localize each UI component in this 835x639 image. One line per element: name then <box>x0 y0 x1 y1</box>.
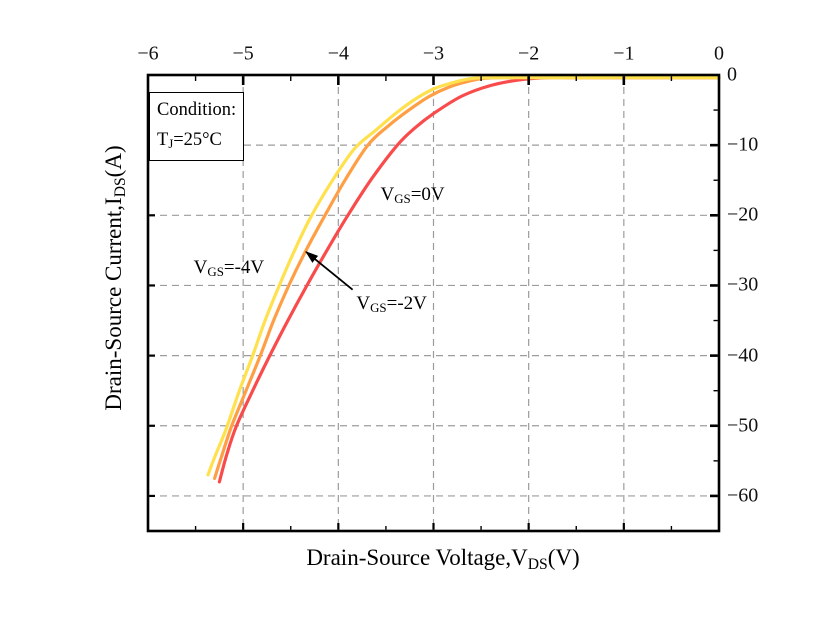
curve-vgs-0V <box>217 75 721 484</box>
x-axis-title-text: Drain-Source Voltage,V <box>306 545 528 570</box>
y-tick-label: −30 <box>727 273 759 296</box>
y-axis-title-subscript: DS <box>111 177 129 198</box>
condition-value: TJ=25°C <box>157 129 222 151</box>
condition-title: Condition: <box>157 100 237 120</box>
curve-label-vgs-minus4v: VGS=-4V <box>193 256 265 280</box>
y-axis-title-unit: (A) <box>101 145 126 178</box>
x-axis-title: Drain-Source Voltage,VDS(V) <box>306 545 580 573</box>
plot-border <box>146 73 721 533</box>
annotation-arrow <box>305 251 354 291</box>
y-tick-label: 0 <box>727 63 737 86</box>
x-tick-label: −6 <box>137 42 159 65</box>
y-axis-title: Drain-Source Current,IDS(A) <box>101 145 129 411</box>
curve-label-vgs-0v: VGS=0V <box>380 183 445 207</box>
x-tick-label: −3 <box>422 42 445 65</box>
y-tick-label: −20 <box>727 203 759 226</box>
x-tick-label: 0 <box>714 42 724 65</box>
x-tick-label: −4 <box>327 42 349 65</box>
x-tick-label: −2 <box>518 42 540 65</box>
y-tick-label: −10 <box>727 133 759 156</box>
y-tick-label: −60 <box>727 484 759 507</box>
x-tick-label: −1 <box>613 42 635 65</box>
x-axis-title-subscript: DS <box>527 555 548 573</box>
curve-label-vgs-minus2v: VGS=-2V <box>356 292 427 315</box>
condition-box: Condition: TJ=25°C <box>149 92 245 162</box>
y-axis-title-text: Drain-Source Current,I <box>101 197 126 411</box>
x-axis-title-unit: (V) <box>547 545 580 570</box>
x-tick-label: −5 <box>232 42 254 65</box>
curve-vgs-minus2V <box>213 75 721 480</box>
y-tick-label: −50 <box>727 414 759 437</box>
y-tick-label: −40 <box>727 344 759 367</box>
curve-vgs-minus4V <box>206 75 721 477</box>
